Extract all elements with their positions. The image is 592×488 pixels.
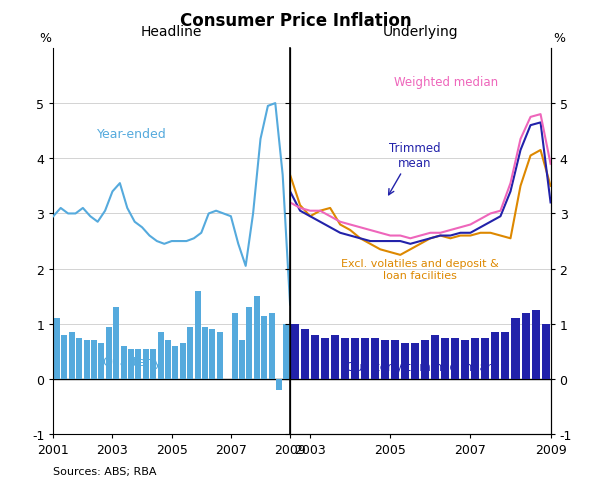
Bar — [321, 338, 329, 379]
Bar — [451, 338, 459, 379]
Bar — [361, 338, 369, 379]
Bar — [195, 291, 201, 379]
Bar — [172, 346, 178, 379]
Bar — [401, 344, 409, 379]
Bar — [391, 341, 399, 379]
Bar — [422, 341, 429, 379]
Bar — [522, 313, 529, 379]
Bar — [246, 307, 252, 379]
Bar — [511, 319, 520, 379]
Bar — [69, 332, 75, 379]
Bar — [411, 344, 419, 379]
Text: Headline: Headline — [141, 25, 202, 39]
Bar — [261, 316, 267, 379]
Bar — [284, 324, 289, 379]
Bar — [150, 349, 156, 379]
Bar — [113, 307, 119, 379]
Bar — [239, 341, 245, 379]
Bar — [371, 338, 379, 379]
Text: %: % — [553, 32, 565, 45]
Text: Year-ended: Year-ended — [96, 127, 166, 141]
Text: Weighted median: Weighted median — [394, 76, 498, 89]
Text: Consumer Price Inflation: Consumer Price Inflation — [180, 12, 412, 30]
Bar — [210, 330, 215, 379]
Bar — [202, 327, 208, 379]
Text: Underlying: Underlying — [382, 25, 458, 39]
Bar — [62, 335, 67, 379]
Bar — [491, 332, 500, 379]
Bar — [121, 346, 127, 379]
Text: %: % — [39, 32, 51, 45]
Text: Quarterly: Quarterly — [102, 355, 161, 368]
Bar — [98, 344, 104, 379]
Bar — [291, 324, 299, 379]
Text: Trimmed
mean: Trimmed mean — [390, 142, 441, 169]
Bar — [501, 332, 510, 379]
Bar — [341, 338, 349, 379]
Bar — [461, 341, 469, 379]
Bar — [351, 338, 359, 379]
Bar — [381, 341, 390, 379]
Bar — [311, 335, 319, 379]
Bar — [532, 310, 539, 379]
Text: Sources: ABS; RBA: Sources: ABS; RBA — [53, 466, 157, 476]
Bar — [471, 338, 480, 379]
Bar — [91, 341, 97, 379]
Bar — [54, 319, 60, 379]
Bar — [301, 330, 309, 379]
Bar — [83, 341, 89, 379]
Bar — [143, 349, 149, 379]
Bar — [269, 313, 275, 379]
Text: Excl. volatiles and deposit &
loan facilities: Excl. volatiles and deposit & loan facil… — [342, 259, 499, 281]
Bar — [276, 379, 282, 390]
Bar — [331, 335, 339, 379]
Bar — [231, 313, 237, 379]
Bar — [76, 338, 82, 379]
Bar — [481, 338, 490, 379]
Bar — [128, 349, 134, 379]
Bar — [254, 297, 260, 379]
Bar — [442, 338, 449, 379]
Text: Quarterly trimmed mean: Quarterly trimmed mean — [346, 360, 494, 373]
Bar — [180, 344, 186, 379]
Bar — [542, 324, 549, 379]
Bar — [217, 332, 223, 379]
Bar — [136, 349, 141, 379]
Bar — [187, 327, 193, 379]
Bar — [157, 332, 163, 379]
Bar — [432, 335, 439, 379]
Bar — [106, 327, 112, 379]
Bar — [165, 341, 171, 379]
